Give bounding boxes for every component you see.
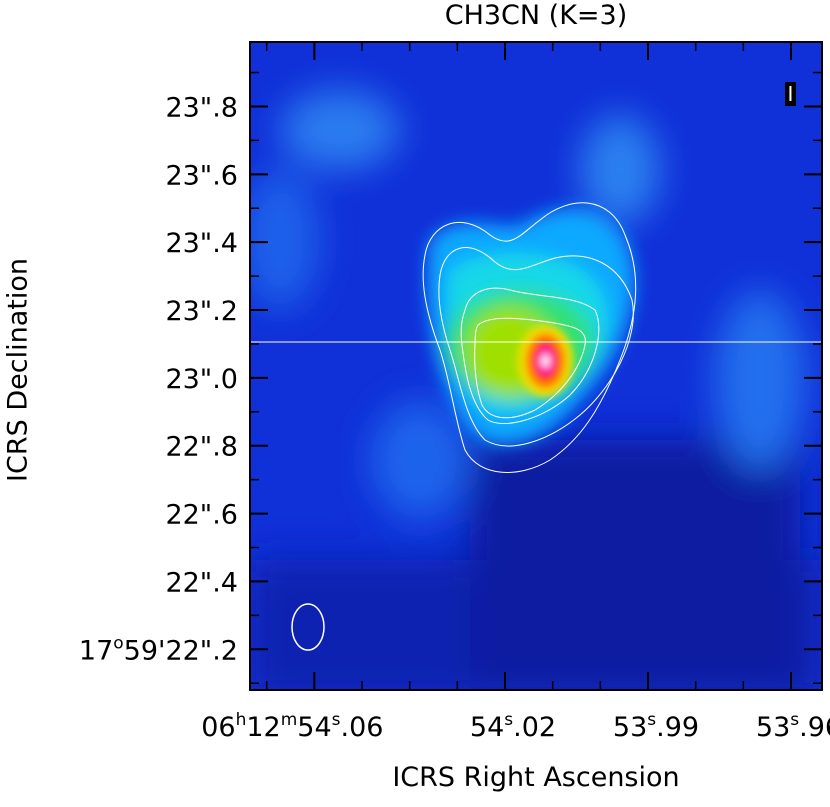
y-axis-label: ICRS Declination <box>2 258 34 482</box>
plot-frame <box>249 41 823 691</box>
chart-title: CH3CN (K=3) <box>444 0 628 31</box>
x-tick-label: 53s.99 <box>613 710 699 743</box>
peak-emission <box>517 324 574 397</box>
contour-level-3 <box>460 287 600 424</box>
contour-level-4 <box>474 317 586 419</box>
y-tick-label: 23".4 <box>165 228 238 259</box>
y-tick-label: 23".0 <box>165 364 238 395</box>
axis-ticks: 23".8 23".6 23".4 23".2 23".0 22".8 22".6 22".4… <box>79 42 830 743</box>
beam-ellipse <box>291 603 325 651</box>
contour-lines <box>422 202 637 473</box>
y-tick-label: 23".2 <box>165 296 238 327</box>
y-tick-label: 23".8 <box>165 92 238 123</box>
y-tick-label: 22".4 <box>165 567 238 598</box>
x-axis-label: ICRS Right Ascension <box>392 762 680 793</box>
x-tick-label: 06h12m54s.06 <box>201 710 383 743</box>
heatmap-image <box>250 42 822 690</box>
diffuse-emission <box>250 90 822 690</box>
x-tick-label: 53s.96 <box>756 710 830 743</box>
y-tick-label: 22".6 <box>165 500 238 531</box>
contour-level-2 <box>438 247 634 447</box>
x-tick-label: 54s.02 <box>470 710 556 743</box>
y-tick-label: 22".8 <box>165 432 238 463</box>
stokes-label: I <box>788 82 794 106</box>
y-tick-label: 23".6 <box>165 160 238 191</box>
y-tick-label: 17o59'22".2 <box>79 633 238 666</box>
stokes-box <box>785 82 796 106</box>
contour-level-1 <box>422 202 637 473</box>
